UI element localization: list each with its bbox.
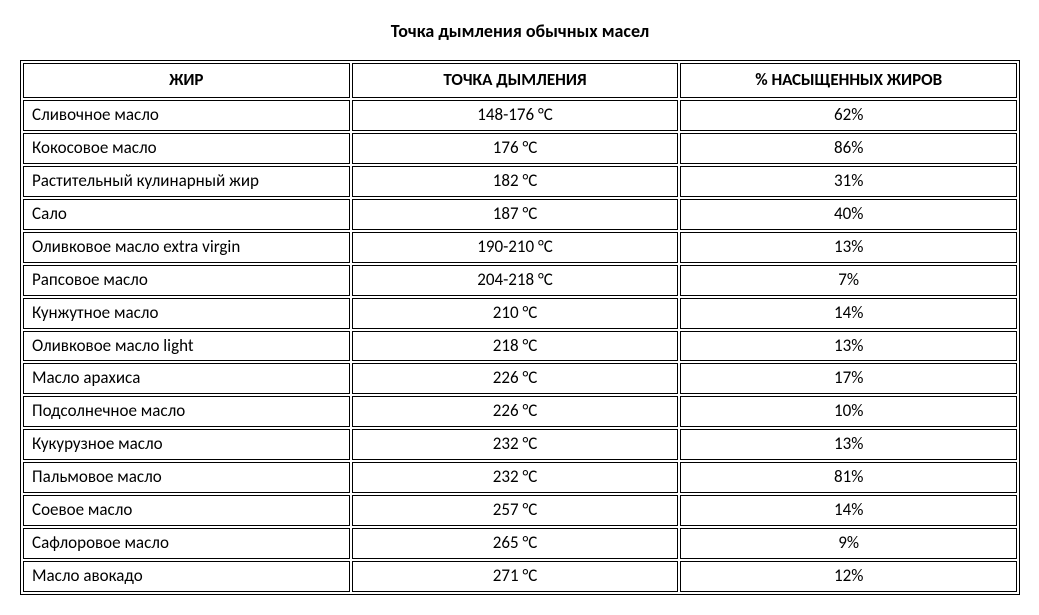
cell-saturated-pct: 14% — [680, 298, 1017, 329]
table-header: ЖИР ТОЧКА ДЫМЛЕНИЯ % НАСЫЩЕННЫХ ЖИРОВ — [23, 63, 1017, 98]
table-row: Сливочное масло148-176 °C62% — [23, 100, 1017, 131]
cell-smoke-point: 232 °C — [352, 429, 679, 460]
cell-saturated-pct: 13% — [680, 331, 1017, 362]
cell-saturated-pct: 14% — [680, 495, 1017, 526]
cell-saturated-pct: 12% — [680, 561, 1017, 592]
column-header-saturated: % НАСЫЩЕННЫХ ЖИРОВ — [680, 63, 1017, 98]
table-row: Масло авокадо271 °C12% — [23, 561, 1017, 592]
table-row: Кунжутное масло210 °C14% — [23, 298, 1017, 329]
cell-fat: Рапсовое масло — [23, 265, 350, 296]
cell-fat: Сливочное масло — [23, 100, 350, 131]
cell-smoke-point: 232 °C — [352, 462, 679, 493]
table-row: Подсолнечное масло226 °C10% — [23, 396, 1017, 427]
cell-smoke-point: 265 °C — [352, 528, 679, 559]
cell-smoke-point: 210 °C — [352, 298, 679, 329]
cell-smoke-point: 257 °C — [352, 495, 679, 526]
cell-fat: Кокосовое масло — [23, 133, 350, 164]
cell-saturated-pct: 13% — [680, 429, 1017, 460]
cell-saturated-pct: 62% — [680, 100, 1017, 131]
cell-fat: Сало — [23, 199, 350, 230]
cell-smoke-point: 204-218 °C — [352, 265, 679, 296]
cell-saturated-pct: 13% — [680, 232, 1017, 263]
page-container: Точка дымления обычных масел ЖИР ТОЧКА Д… — [20, 20, 1020, 595]
cell-smoke-point: 226 °C — [352, 363, 679, 394]
cell-fat: Кукурузное масло — [23, 429, 350, 460]
cell-saturated-pct: 10% — [680, 396, 1017, 427]
table-row: Сало187 °C40% — [23, 199, 1017, 230]
cell-saturated-pct: 7% — [680, 265, 1017, 296]
cell-smoke-point: 190-210 °C — [352, 232, 679, 263]
table-row: Рапсовое масло204-218 °C7% — [23, 265, 1017, 296]
table-header-row: ЖИР ТОЧКА ДЫМЛЕНИЯ % НАСЫЩЕННЫХ ЖИРОВ — [23, 63, 1017, 98]
cell-smoke-point: 176 °C — [352, 133, 679, 164]
cell-saturated-pct: 31% — [680, 166, 1017, 197]
cell-fat: Масло авокадо — [23, 561, 350, 592]
cell-fat: Пальмовое масло — [23, 462, 350, 493]
table-row: Оливковое масло light218 °C13% — [23, 331, 1017, 362]
table-row: Пальмовое масло232 °C81% — [23, 462, 1017, 493]
cell-fat: Оливковое масло light — [23, 331, 350, 362]
cell-fat: Оливковое масло extra virgin — [23, 232, 350, 263]
table-row: Сафлоровое масло265 °C9% — [23, 528, 1017, 559]
cell-fat: Подсолнечное масло — [23, 396, 350, 427]
table-row: Масло арахиса226 °C17% — [23, 363, 1017, 394]
cell-smoke-point: 226 °C — [352, 396, 679, 427]
table-body: Сливочное масло148-176 °C62%Кокосовое ма… — [23, 100, 1017, 592]
cell-fat: Соевое масло — [23, 495, 350, 526]
column-header-fat: ЖИР — [23, 63, 350, 98]
cell-smoke-point: 187 °C — [352, 199, 679, 230]
cell-fat: Сафлоровое масло — [23, 528, 350, 559]
table-row: Соевое масло257 °C14% — [23, 495, 1017, 526]
table-row: Оливковое масло extra virgin190-210 °C13… — [23, 232, 1017, 263]
table-row: Кокосовое масло176 °C86% — [23, 133, 1017, 164]
cell-fat: Растительный кулинарный жир — [23, 166, 350, 197]
cell-saturated-pct: 86% — [680, 133, 1017, 164]
cell-smoke-point: 218 °C — [352, 331, 679, 362]
oils-table: ЖИР ТОЧКА ДЫМЛЕНИЯ % НАСЫЩЕННЫХ ЖИРОВ Сл… — [20, 60, 1020, 595]
table-row: Кукурузное масло232 °C13% — [23, 429, 1017, 460]
cell-fat: Кунжутное масло — [23, 298, 350, 329]
cell-smoke-point: 148-176 °C — [352, 100, 679, 131]
column-header-smoke: ТОЧКА ДЫМЛЕНИЯ — [352, 63, 679, 98]
cell-fat: Масло арахиса — [23, 363, 350, 394]
cell-saturated-pct: 17% — [680, 363, 1017, 394]
cell-saturated-pct: 9% — [680, 528, 1017, 559]
cell-smoke-point: 271 °C — [352, 561, 679, 592]
cell-saturated-pct: 40% — [680, 199, 1017, 230]
cell-saturated-pct: 81% — [680, 462, 1017, 493]
cell-smoke-point: 182 °C — [352, 166, 679, 197]
page-title: Точка дымления обычных масел — [20, 20, 1020, 42]
table-row: Растительный кулинарный жир182 °C31% — [23, 166, 1017, 197]
